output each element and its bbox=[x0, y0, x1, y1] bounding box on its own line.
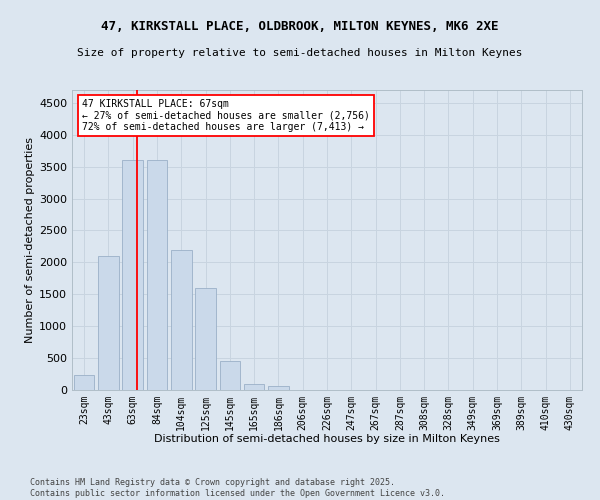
X-axis label: Distribution of semi-detached houses by size in Milton Keynes: Distribution of semi-detached houses by … bbox=[154, 434, 500, 444]
Text: 47 KIRKSTALL PLACE: 67sqm
← 27% of semi-detached houses are smaller (2,756)
72% : 47 KIRKSTALL PLACE: 67sqm ← 27% of semi-… bbox=[82, 99, 370, 132]
Bar bbox=[244, 384, 265, 390]
Text: Contains HM Land Registry data © Crown copyright and database right 2025.
Contai: Contains HM Land Registry data © Crown c… bbox=[30, 478, 445, 498]
Bar bbox=[171, 250, 191, 390]
Y-axis label: Number of semi-detached properties: Number of semi-detached properties bbox=[25, 137, 35, 343]
Text: Size of property relative to semi-detached houses in Milton Keynes: Size of property relative to semi-detach… bbox=[77, 48, 523, 58]
Bar bbox=[98, 256, 119, 390]
Bar bbox=[146, 160, 167, 390]
Bar bbox=[220, 362, 240, 390]
Text: 47, KIRKSTALL PLACE, OLDBROOK, MILTON KEYNES, MK6 2XE: 47, KIRKSTALL PLACE, OLDBROOK, MILTON KE… bbox=[101, 20, 499, 33]
Bar bbox=[122, 160, 143, 390]
Bar bbox=[268, 386, 289, 390]
Bar bbox=[195, 288, 216, 390]
Bar bbox=[74, 376, 94, 390]
